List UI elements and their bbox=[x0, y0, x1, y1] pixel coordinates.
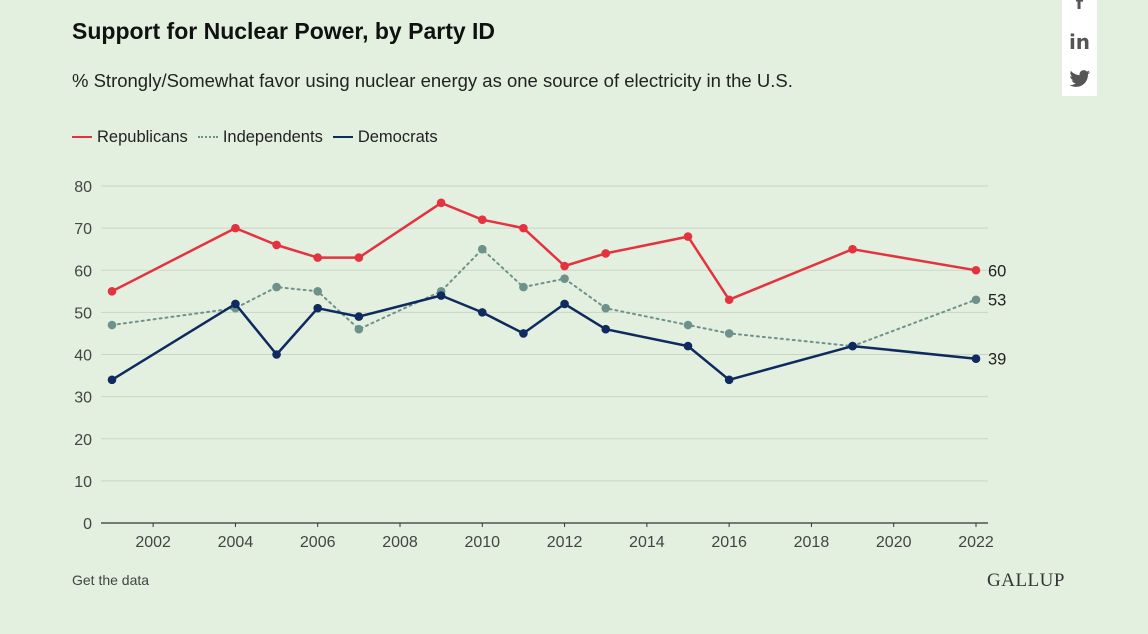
point-republicans-2006 bbox=[313, 253, 323, 262]
legend-swatch-republicans bbox=[72, 136, 92, 138]
point-democrats-2015 bbox=[683, 341, 693, 351]
facebook-icon[interactable]: f bbox=[1075, 0, 1084, 14]
share-bar: f in bbox=[1062, 0, 1097, 96]
x-tick-label: 2002 bbox=[135, 534, 171, 551]
point-independents-2015 bbox=[683, 320, 693, 330]
legend-item-republicans[interactable]: Republicans bbox=[72, 128, 188, 147]
point-democrats-2016 bbox=[724, 375, 734, 385]
point-independents-2011 bbox=[519, 282, 528, 292]
legend-swatch-independents bbox=[197, 136, 218, 138]
x-tick-label: 2012 bbox=[547, 534, 583, 551]
series-line-independents bbox=[111, 248, 977, 348]
point-democrats-2007 bbox=[354, 312, 364, 321]
point-democrats-2010 bbox=[477, 308, 487, 317]
end-label-democrats: 39 bbox=[988, 351, 1006, 369]
axis-layer: 0 10 20 30 40 50 60 70 80 2002 2004 2006 2008 2010 201… bbox=[74, 179, 994, 551]
legend-swatch-democrats bbox=[332, 136, 353, 138]
point-republicans-2005 bbox=[272, 240, 281, 250]
x-tick-label: 2014 bbox=[629, 534, 665, 551]
point-republicans-2022 bbox=[971, 265, 981, 275]
y-tick-label: 50 bbox=[74, 305, 92, 322]
y-tick-label: 20 bbox=[74, 432, 92, 449]
legend-label-democrats: Democrats bbox=[357, 127, 438, 146]
chart-legend: Republicans Independents Democrats bbox=[72, 126, 448, 148]
point-republicans-2013 bbox=[601, 249, 611, 258]
point-independents-2005 bbox=[272, 282, 281, 292]
point-democrats-2019 bbox=[848, 341, 857, 351]
y-tick-label: 10 bbox=[74, 474, 92, 491]
legend-label-republicans: Republicans bbox=[97, 127, 188, 146]
series-layer bbox=[107, 198, 981, 385]
end-label-republicans: 60 bbox=[988, 262, 1006, 280]
y-tick-label: 0 bbox=[83, 516, 92, 533]
x-tick-label: 2008 bbox=[382, 534, 418, 551]
point-republicans-2001 bbox=[107, 287, 117, 296]
y-tick-label: 80 bbox=[74, 179, 92, 196]
point-republicans-2007 bbox=[354, 253, 364, 262]
point-democrats-2005 bbox=[272, 350, 281, 359]
point-independents-2010 bbox=[477, 244, 487, 254]
x-tick-label: 2006 bbox=[300, 534, 336, 551]
point-democrats-2006 bbox=[313, 303, 323, 313]
point-republicans-2010 bbox=[477, 215, 487, 224]
legend-item-independents[interactable]: Independents bbox=[197, 127, 323, 147]
linkedin-icon[interactable]: in bbox=[1068, 30, 1091, 54]
get-the-data-link[interactable]: Get the data bbox=[72, 572, 150, 588]
chart-title: Support for Nuclear Power, by Party ID bbox=[72, 18, 496, 44]
point-republicans-2012 bbox=[560, 261, 569, 271]
y-tick-label: 60 bbox=[74, 263, 92, 280]
twitter-icon[interactable] bbox=[1062, 66, 1097, 93]
point-independents-2022 bbox=[971, 295, 981, 305]
x-tick-label: 2004 bbox=[218, 534, 254, 551]
point-independents-2016 bbox=[724, 329, 734, 338]
point-republicans-2015 bbox=[683, 232, 693, 241]
point-independents-2007 bbox=[354, 324, 364, 334]
point-republicans-2009 bbox=[436, 198, 446, 208]
x-tick-label: 2018 bbox=[794, 534, 830, 551]
point-republicans-2011 bbox=[519, 223, 528, 233]
series-line-republicans bbox=[111, 201, 977, 301]
legend-label-independents: Independents bbox=[222, 127, 323, 146]
point-republicans-2019 bbox=[848, 244, 857, 254]
x-tick-label: 2016 bbox=[711, 534, 747, 551]
point-independents-2013 bbox=[601, 303, 611, 313]
grid-layer bbox=[101, 185, 988, 482]
point-democrats-2009 bbox=[436, 291, 446, 300]
end-label-layer: 53 60 39 bbox=[988, 262, 1006, 368]
point-democrats-2011 bbox=[519, 329, 528, 338]
x-tick-label: 2020 bbox=[876, 534, 912, 551]
point-democrats-2022 bbox=[971, 354, 981, 364]
point-independents-2012 bbox=[560, 274, 569, 283]
point-republicans-2016 bbox=[724, 295, 734, 305]
point-democrats-2012 bbox=[560, 299, 569, 309]
point-republicans-2004 bbox=[231, 223, 240, 233]
point-democrats-2001 bbox=[107, 375, 117, 385]
y-tick-label: 30 bbox=[74, 390, 92, 407]
point-independents-2001 bbox=[107, 320, 117, 330]
x-tick-label: 2022 bbox=[958, 534, 994, 551]
y-tick-label: 40 bbox=[74, 348, 92, 365]
point-democrats-2004 bbox=[231, 299, 240, 309]
series-line-democrats bbox=[111, 294, 977, 382]
y-tick-label: 70 bbox=[74, 221, 92, 238]
point-independents-2006 bbox=[313, 287, 323, 296]
x-tick-label: 2010 bbox=[464, 534, 500, 551]
chart-subtitle: % Strongly/Somewhat favor using nuclear … bbox=[72, 70, 793, 91]
end-label-independents: 53 bbox=[988, 292, 1006, 310]
gallup-logo: GALLUP bbox=[987, 570, 1065, 591]
legend-item-democrats[interactable]: Democrats bbox=[332, 127, 438, 147]
point-democrats-2013 bbox=[601, 324, 611, 334]
